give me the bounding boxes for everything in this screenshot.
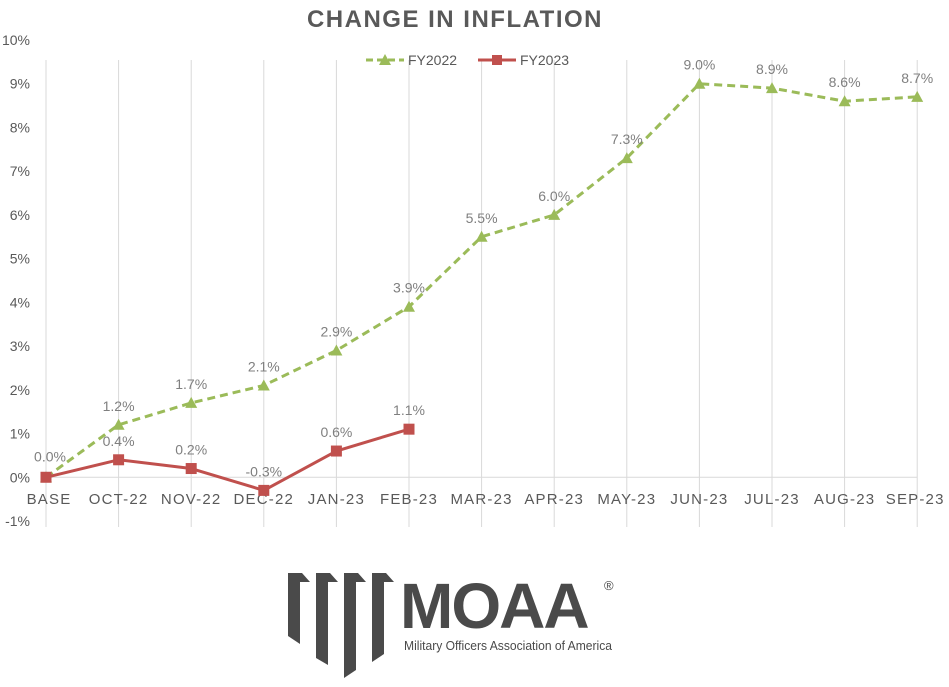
- data-label-fy2022: 6.0%: [538, 188, 570, 204]
- data-point-fy2023: [403, 423, 415, 435]
- data-label-fy2023: 1.1%: [393, 402, 425, 418]
- data-point-fy2022: [766, 82, 778, 94]
- data-point-fy2022: [911, 90, 924, 102]
- y-tick-label: 8%: [10, 119, 30, 135]
- data-label-fy2022: 2.9%: [320, 323, 352, 339]
- legend-label-fy2022: FY2022: [408, 52, 457, 68]
- data-label-fy2023: 0.6%: [320, 424, 352, 440]
- x-tick-label: OCT-22: [89, 491, 149, 508]
- data-point-fy2023: [185, 463, 197, 475]
- y-tick-label: 7%: [10, 163, 30, 179]
- y-tick-label: 5%: [10, 251, 30, 267]
- x-tick-label: NOV-22: [161, 491, 222, 508]
- x-tick-label: JAN-23: [308, 491, 365, 508]
- data-label-fy2022: 2.1%: [248, 358, 280, 374]
- logo-wordmark: MOAA: [400, 570, 588, 642]
- logo-stripes-icon: [288, 573, 394, 678]
- data-point-fy2022: [838, 95, 851, 107]
- y-tick-label: 4%: [10, 294, 30, 310]
- y-tick-label: 6%: [10, 207, 30, 223]
- data-point-fy2022: [548, 208, 561, 220]
- data-label-fy2023: 0.2%: [175, 442, 207, 458]
- data-label-fy2022: 0.0%: [34, 448, 66, 464]
- x-tick-label: AUG-23: [814, 491, 875, 508]
- data-point-fy2023: [113, 454, 125, 466]
- line-chart: -1% 0% 1% 2% 3% 4% 5% 6% 7% 8% 9% 10% BASE OCT-22 NOV…: [2, 32, 945, 529]
- y-tick-label: 3%: [10, 338, 30, 354]
- chart-title: CHANGE IN INFLATION: [306, 6, 604, 33]
- data-label-fy2023: 0.4%: [103, 433, 135, 449]
- data-label-fy2022: 7.3%: [611, 131, 643, 147]
- data-point-fy2022: [403, 300, 415, 312]
- x-tick-label: MAY-23: [597, 491, 656, 508]
- logo-tagline: Military Officers Association of America: [404, 639, 612, 653]
- data-label-fy2022: 9.0%: [683, 57, 715, 73]
- x-axis: BASE OCT-22 NOV-22 DEC-22 JAN-23 FEB-23 MAR-23…: [27, 491, 945, 508]
- moaa-logo: MOAA ® Military Officers Association of …: [288, 570, 614, 678]
- data-point-fy2022: [112, 418, 125, 430]
- data-label-fy2022: 3.9%: [393, 280, 425, 296]
- y-tick-label: 1%: [10, 426, 30, 442]
- legend: FY2022 FY2023: [366, 52, 569, 68]
- x-tick-label: BASE: [27, 491, 72, 508]
- legend-label-fy2023: FY2023: [520, 52, 569, 68]
- legend-triangle-icon: [379, 54, 391, 65]
- data-point-fy2023: [40, 471, 52, 483]
- x-tick-label: MAR-23: [450, 491, 512, 508]
- logo-registered-mark: ®: [604, 578, 614, 593]
- data-point-fy2023: [258, 484, 270, 496]
- data-point-fy2022: [620, 152, 633, 164]
- data-label-fy2022: 8.9%: [756, 61, 788, 77]
- data-label-fy2022: 5.5%: [466, 210, 498, 226]
- series-line-fy2023: [45, 427, 410, 492]
- data-label-fy2022: 1.7%: [175, 376, 207, 392]
- x-tick-label: APR-23: [524, 491, 584, 508]
- data-label-fy2022: 8.7%: [901, 70, 933, 86]
- y-axis: -1% 0% 1% 2% 3% 4% 5% 6% 7% 8% 9% 10%: [2, 32, 30, 529]
- x-tick-label: SEP-23: [886, 491, 945, 508]
- x-tick-label: JUL-23: [744, 491, 800, 508]
- y-tick-label: 9%: [10, 76, 30, 92]
- series-layer: [40, 77, 924, 496]
- y-tick-label: -1%: [5, 513, 30, 529]
- data-label-fy2022: 1.2%: [103, 398, 135, 414]
- gridlines: [45, 60, 918, 527]
- data-label-fy2022: 8.6%: [829, 74, 861, 90]
- legend-square-icon: [492, 55, 502, 65]
- data-labels: 0.0% 1.2% 1.7% 2.1% 2.9% 3.9% 5.5% 6.0% 7.3% 9.0%…: [34, 57, 933, 480]
- data-point-fy2023: [330, 445, 342, 457]
- y-tick-label: 2%: [10, 382, 30, 398]
- data-point-fy2022: [330, 344, 343, 356]
- data-point-fy2022: [185, 396, 198, 408]
- x-tick-label: DEC-22: [234, 491, 295, 508]
- x-tick-label: FEB-23: [380, 491, 438, 508]
- y-tick-label: 0%: [10, 469, 30, 485]
- data-point-fy2022: [257, 379, 270, 391]
- x-tick-label: JUN-23: [670, 491, 728, 508]
- data-point-fy2022: [475, 230, 488, 242]
- data-label-fy2023: -0.3%: [246, 463, 283, 479]
- y-tick-label: 10%: [2, 32, 30, 48]
- data-point-fy2022: [693, 77, 706, 89]
